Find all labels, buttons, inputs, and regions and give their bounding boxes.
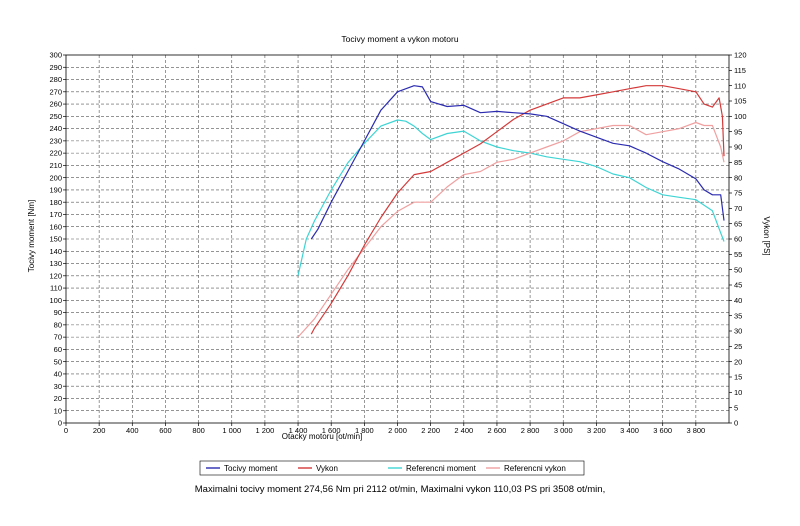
x-tick-label: 1 200 — [256, 426, 275, 435]
left-tick-label: 60 — [54, 345, 62, 354]
legend-label: Vykon — [316, 464, 338, 473]
left-tick-label: 300 — [49, 51, 62, 60]
x-tick-label: 2 800 — [521, 426, 540, 435]
left-tick-label: 70 — [54, 333, 62, 342]
right-tick-label: 75 — [734, 189, 742, 198]
x-tick-label: 400 — [126, 426, 139, 435]
left-tick-label: 180 — [49, 198, 62, 207]
left-tick-label: 220 — [49, 149, 62, 158]
right-tick-label: 15 — [734, 373, 742, 382]
chart-title: Tocivy moment a vykon motoru — [341, 34, 458, 44]
left-tick-label: 260 — [49, 100, 62, 109]
chart-series — [297, 85, 725, 338]
right-tick-label: 65 — [734, 219, 742, 228]
x-tick-label: 0 — [64, 426, 68, 435]
x-tick-label: 600 — [159, 426, 172, 435]
left-tick-label: 280 — [49, 75, 62, 84]
right-tick-label: 10 — [734, 388, 742, 397]
x-tick-label: 3 200 — [587, 426, 606, 435]
x-tick-label: 1 800 — [355, 426, 374, 435]
x-tick-label: 3 000 — [554, 426, 573, 435]
right-tick-label: 95 — [734, 127, 742, 136]
left-tick-label: 10 — [54, 406, 62, 415]
right-tick-label: 45 — [734, 281, 742, 290]
left-tick-label: 40 — [54, 370, 62, 379]
right-tick-label: 20 — [734, 357, 742, 366]
left-tick-label: 250 — [49, 112, 62, 121]
series-line-referencni-moment — [297, 119, 725, 276]
x-tick-label: 1 600 — [322, 426, 341, 435]
summary-text: Maximalni tocivy moment 274,56 Nm pri 21… — [194, 484, 606, 495]
chart-legend: Tocivy moment Vykon Referencni moment Refer… — [199, 460, 585, 476]
right-tick-label: 30 — [734, 327, 742, 336]
right-tick-label: 70 — [734, 204, 742, 213]
left-tick-label: 80 — [54, 320, 62, 329]
right-tick-label: 100 — [734, 112, 747, 121]
left-tick-label: 120 — [49, 271, 62, 280]
chart-grid — [66, 55, 729, 423]
left-tick-label: 170 — [49, 210, 62, 219]
left-tick-label: 50 — [54, 357, 62, 366]
x-tick-label: 1 000 — [222, 426, 241, 435]
legend-label: Referencni vykon — [504, 464, 566, 473]
left-tick-label: 240 — [49, 124, 62, 133]
legend-label: Referencni moment — [406, 464, 477, 473]
x-tick-label: 3 600 — [653, 426, 672, 435]
left-tick-label: 160 — [49, 222, 62, 231]
right-tick-label: 25 — [734, 342, 742, 351]
x-tick-label: 3 400 — [620, 426, 639, 435]
right-tick-label: 110 — [734, 81, 746, 90]
right-tick-label: 0 — [734, 419, 738, 428]
right-tick-label: 35 — [734, 311, 742, 320]
right-tick-label: 115 — [734, 66, 746, 75]
series-line-vykon — [310, 85, 725, 335]
x-tick-label: 2 600 — [488, 426, 507, 435]
right-axis-ticks: 0 5 10 15 20 25 30 35 40 45 50 55 60 65 70 75 80 85 90 95 10… — [729, 51, 747, 428]
left-tick-label: 140 — [49, 247, 62, 256]
left-tick-label: 100 — [49, 296, 62, 305]
series-line-tocivy-moment — [310, 85, 725, 240]
left-tick-label: 200 — [49, 173, 62, 182]
x-tick-label: 2 400 — [454, 426, 473, 435]
right-tick-label: 55 — [734, 250, 742, 259]
left-tick-label: 150 — [49, 235, 62, 244]
right-tick-label: 85 — [734, 158, 742, 167]
right-tick-label: 120 — [734, 51, 747, 60]
left-tick-label: 290 — [49, 63, 62, 72]
right-tick-label: 60 — [734, 235, 742, 244]
left-tick-label: 130 — [49, 259, 62, 268]
left-tick-label: 210 — [49, 161, 62, 170]
x-tick-label: 1 400 — [289, 426, 308, 435]
left-tick-label: 90 — [54, 308, 62, 317]
left-tick-label: 30 — [54, 382, 62, 391]
right-tick-label: 80 — [734, 173, 742, 182]
x-tick-label: 3 800 — [686, 426, 705, 435]
legend-label: Tocivy moment — [224, 464, 278, 473]
left-tick-label: 0 — [58, 419, 62, 428]
x-tick-label: 200 — [93, 426, 106, 435]
x-axis-ticks: 0 200 400 600 800 1 000 1 200 1 400 1 600 1 800 2 … — [64, 423, 705, 435]
x-tick-label: 2 200 — [421, 426, 440, 435]
left-tick-label: 110 — [50, 284, 62, 293]
left-axis-ticks: 0 10 20 30 40 50 60 70 80 90 100 110 120 130 140 150 160… — [49, 51, 66, 428]
series-line-referencni-vykon — [297, 121, 725, 338]
x-axis-label: Otacky motoru [ot/min] — [282, 432, 362, 441]
left-tick-label: 20 — [54, 394, 62, 403]
left-tick-label: 230 — [49, 136, 62, 145]
right-tick-label: 40 — [734, 296, 742, 305]
left-axis-label: Tocivy moment [Nm] — [27, 200, 36, 272]
right-tick-label: 90 — [734, 143, 742, 152]
right-tick-label: 5 — [734, 403, 738, 412]
right-tick-label: 105 — [734, 97, 747, 106]
x-tick-label: 2 000 — [388, 426, 407, 435]
left-tick-label: 270 — [49, 87, 62, 96]
right-axis-label: Vykon [PS] — [762, 216, 771, 255]
x-tick-label: 800 — [192, 426, 205, 435]
left-tick-label: 190 — [49, 186, 62, 195]
right-tick-label: 50 — [734, 265, 742, 274]
